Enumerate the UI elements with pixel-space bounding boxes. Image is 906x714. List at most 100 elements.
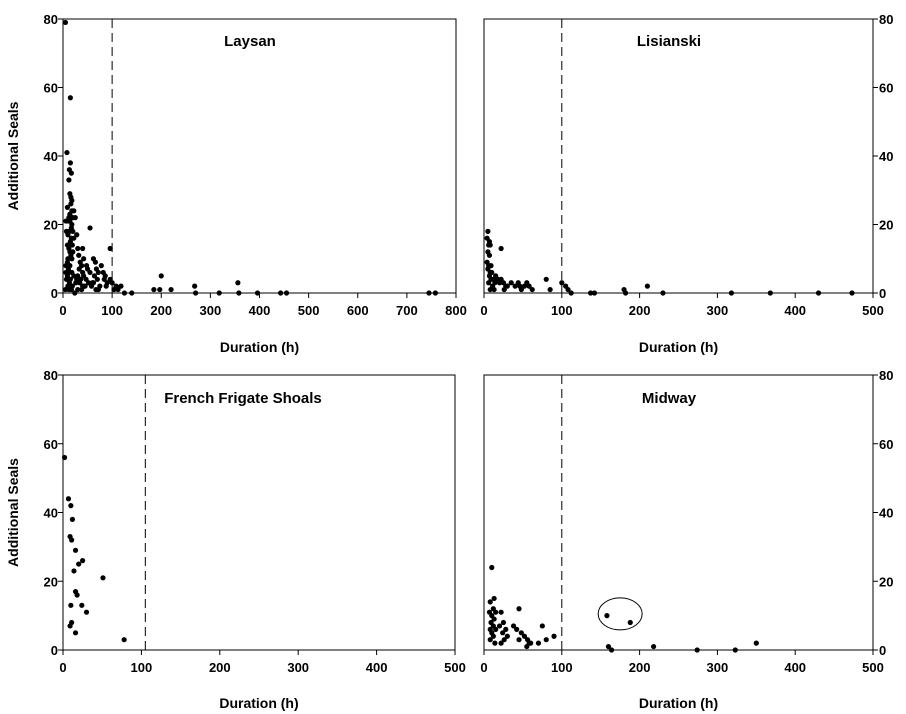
data-point bbox=[492, 640, 498, 646]
data-point bbox=[587, 290, 594, 296]
data-point bbox=[101, 276, 107, 282]
data-point bbox=[158, 273, 164, 279]
y-tick-label: 40 bbox=[44, 149, 58, 164]
x-tick-label: 400 bbox=[366, 660, 388, 675]
data-point bbox=[501, 637, 507, 643]
data-point bbox=[493, 609, 499, 615]
data-point bbox=[487, 599, 493, 605]
data-point bbox=[487, 637, 493, 643]
data-point bbox=[521, 633, 528, 639]
y-axis-label: Additional Seals bbox=[5, 458, 21, 567]
data-point bbox=[498, 245, 504, 252]
data-point bbox=[67, 623, 73, 629]
y-tick-label: 40 bbox=[44, 506, 58, 521]
data-point bbox=[121, 637, 127, 643]
plot-frame bbox=[483, 374, 874, 651]
data-point bbox=[118, 283, 124, 289]
data-point bbox=[65, 232, 71, 238]
x-tick-label: 400 bbox=[784, 303, 806, 318]
x-axis-label: Duration (h) bbox=[219, 695, 298, 711]
data-point bbox=[426, 290, 432, 296]
data-point bbox=[496, 623, 503, 629]
highlight-ellipse bbox=[597, 597, 643, 631]
data-point bbox=[529, 286, 535, 293]
data-point bbox=[71, 235, 77, 241]
data-point bbox=[501, 286, 507, 293]
data-point bbox=[510, 623, 517, 629]
data-point bbox=[526, 283, 532, 289]
data-point bbox=[604, 613, 610, 619]
data-point bbox=[68, 170, 74, 176]
data-point bbox=[107, 245, 113, 252]
data-point bbox=[92, 259, 99, 265]
x-tick-label: 100 bbox=[551, 660, 573, 675]
data-point bbox=[767, 290, 773, 296]
data-point bbox=[644, 283, 650, 289]
x-tick-label: 100 bbox=[131, 660, 153, 675]
x-tick-label: 500 bbox=[862, 660, 884, 675]
data-point bbox=[485, 228, 491, 234]
data-point bbox=[75, 286, 81, 293]
data-point bbox=[87, 269, 93, 276]
data-point bbox=[64, 204, 71, 210]
y-tick-label: 80 bbox=[44, 368, 58, 383]
chart-panel-0: 0 100 200 300 400 500 600 700 800 0 20 40 60 80 Durati… bbox=[5, 12, 467, 355]
data-point bbox=[62, 19, 69, 26]
x-tick-label: 500 bbox=[444, 660, 466, 675]
data-point bbox=[547, 286, 553, 293]
panel-title: Laysan bbox=[224, 33, 276, 50]
x-tick-label: 100 bbox=[101, 303, 123, 318]
data-point bbox=[90, 280, 97, 286]
y-tick-label: 0 bbox=[51, 286, 58, 301]
data-point bbox=[498, 640, 504, 646]
data-point bbox=[66, 177, 72, 183]
data-point bbox=[80, 558, 86, 564]
data-point bbox=[87, 225, 93, 231]
data-point bbox=[71, 568, 77, 574]
x-tick-label: 600 bbox=[347, 303, 369, 318]
data-point bbox=[69, 537, 75, 543]
data-point bbox=[72, 290, 78, 296]
data-point bbox=[591, 290, 598, 296]
x-axis-label: Duration (h) bbox=[639, 695, 718, 711]
data-point bbox=[516, 606, 522, 612]
data-point bbox=[486, 280, 492, 286]
x-tick-label: 200 bbox=[209, 660, 231, 675]
panel-title: Midway bbox=[642, 390, 697, 407]
x-tick-label: 0 bbox=[59, 660, 66, 675]
data-point bbox=[503, 626, 509, 632]
data-point bbox=[235, 280, 241, 286]
data-point bbox=[69, 256, 75, 262]
x-tick-label: 400 bbox=[249, 303, 271, 318]
data-point bbox=[76, 561, 82, 567]
data-point bbox=[551, 633, 557, 639]
data-point bbox=[72, 215, 78, 221]
x-axis-label: Duration (h) bbox=[220, 339, 299, 355]
x-tick-label: 300 bbox=[707, 660, 729, 675]
x-tick-label: 300 bbox=[287, 660, 309, 675]
data-point bbox=[568, 290, 574, 296]
data-point bbox=[432, 290, 438, 296]
y-tick-label: 80 bbox=[44, 12, 58, 27]
data-point bbox=[64, 149, 70, 156]
data-point bbox=[504, 283, 510, 289]
data-point bbox=[849, 290, 855, 296]
data-point bbox=[565, 286, 571, 293]
x-tick-label: 0 bbox=[480, 660, 487, 675]
y-tick-label: 80 bbox=[879, 12, 893, 27]
data-point bbox=[518, 286, 524, 293]
data-point bbox=[732, 647, 738, 653]
data-point bbox=[516, 637, 522, 643]
plot-frame bbox=[62, 374, 456, 651]
data-point bbox=[94, 276, 100, 282]
data-point bbox=[81, 283, 87, 289]
data-point bbox=[68, 201, 74, 207]
panel-title: Lisianski bbox=[637, 33, 701, 50]
data-point bbox=[121, 290, 128, 296]
data-point bbox=[660, 290, 666, 296]
data-point bbox=[98, 263, 104, 269]
data-point bbox=[109, 280, 115, 286]
panel-title: French Frigate Shoals bbox=[164, 390, 322, 407]
x-tick-label: 0 bbox=[480, 303, 487, 318]
